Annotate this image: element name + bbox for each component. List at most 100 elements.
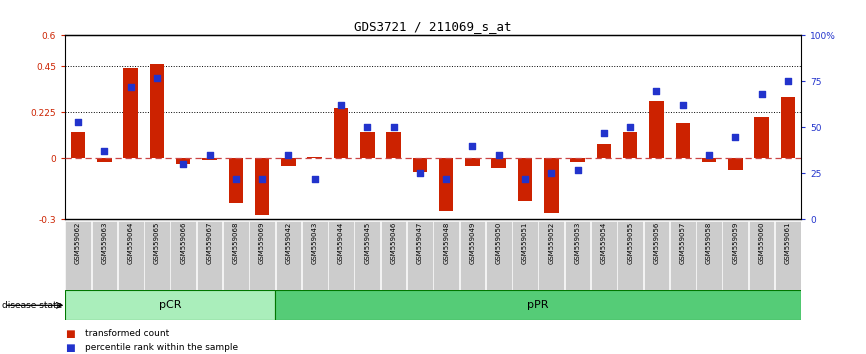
Bar xyxy=(223,221,249,290)
Point xyxy=(124,84,138,90)
Text: GSM559044: GSM559044 xyxy=(338,222,344,264)
Bar xyxy=(307,157,322,158)
Text: GSM559068: GSM559068 xyxy=(233,222,239,264)
Bar xyxy=(623,132,637,158)
Bar xyxy=(275,290,801,320)
Bar xyxy=(465,158,480,166)
Bar xyxy=(412,158,427,172)
Text: ■: ■ xyxy=(65,343,74,353)
Text: GSM559053: GSM559053 xyxy=(575,222,580,264)
Text: percentile rank within the sample: percentile rank within the sample xyxy=(85,343,238,352)
Bar xyxy=(591,221,617,290)
Bar xyxy=(722,221,748,290)
Text: pPR: pPR xyxy=(527,300,549,310)
Text: GSM559050: GSM559050 xyxy=(495,222,501,264)
Text: GSM559055: GSM559055 xyxy=(627,222,633,264)
Text: transformed count: transformed count xyxy=(85,329,169,338)
Bar xyxy=(144,221,170,290)
Bar xyxy=(203,158,216,160)
Point xyxy=(702,152,716,158)
Bar xyxy=(539,221,564,290)
Text: GSM559059: GSM559059 xyxy=(733,222,739,264)
Point xyxy=(281,152,295,158)
Point xyxy=(624,125,637,130)
Bar xyxy=(176,158,191,164)
Text: GSM559062: GSM559062 xyxy=(75,222,81,264)
Point xyxy=(545,171,559,176)
Text: GSM559042: GSM559042 xyxy=(286,222,291,264)
Point xyxy=(307,176,321,182)
Bar xyxy=(650,101,663,158)
Bar xyxy=(486,221,512,290)
Bar xyxy=(124,68,138,158)
Bar xyxy=(728,158,742,170)
Bar xyxy=(439,158,454,211)
Text: GSM559048: GSM559048 xyxy=(443,222,449,264)
Point xyxy=(229,176,242,182)
Text: GSM559063: GSM559063 xyxy=(101,222,107,264)
Bar xyxy=(670,221,695,290)
Text: GSM559057: GSM559057 xyxy=(680,222,686,264)
Text: GSM559060: GSM559060 xyxy=(759,222,765,264)
Text: GSM559056: GSM559056 xyxy=(654,222,659,264)
Text: GSM559043: GSM559043 xyxy=(312,222,318,264)
Bar xyxy=(597,144,611,158)
Bar xyxy=(171,221,196,290)
Bar xyxy=(749,221,774,290)
Point xyxy=(754,91,768,97)
Bar xyxy=(512,221,538,290)
Point xyxy=(675,103,689,108)
Text: disease state: disease state xyxy=(2,301,62,310)
Point xyxy=(597,130,611,136)
Text: GSM559047: GSM559047 xyxy=(417,222,423,264)
Bar xyxy=(407,221,433,290)
Point xyxy=(334,103,348,108)
Text: GSM559058: GSM559058 xyxy=(706,222,712,264)
Bar xyxy=(492,158,506,169)
Bar xyxy=(565,221,591,290)
Bar xyxy=(780,97,795,158)
Bar xyxy=(92,221,117,290)
Bar xyxy=(118,221,144,290)
Point xyxy=(71,119,85,125)
Point xyxy=(728,134,742,139)
Text: GSM559049: GSM559049 xyxy=(469,222,475,264)
Bar xyxy=(386,132,401,158)
Text: GSM559069: GSM559069 xyxy=(259,222,265,264)
Bar xyxy=(65,221,91,290)
Point xyxy=(413,171,427,176)
Point xyxy=(255,176,269,182)
Text: GSM559045: GSM559045 xyxy=(365,222,371,264)
Point xyxy=(466,143,480,149)
Point xyxy=(203,152,216,158)
Text: GSM559067: GSM559067 xyxy=(207,222,212,264)
Bar xyxy=(696,221,722,290)
Bar xyxy=(275,221,301,290)
Point xyxy=(439,176,453,182)
Text: GSM559061: GSM559061 xyxy=(785,222,791,264)
Bar xyxy=(281,158,295,166)
Bar xyxy=(65,290,275,320)
Text: GSM559051: GSM559051 xyxy=(522,222,528,264)
Bar xyxy=(150,64,165,158)
Bar xyxy=(643,221,669,290)
Text: GSM559065: GSM559065 xyxy=(154,222,160,264)
Bar xyxy=(354,221,380,290)
Bar xyxy=(302,221,327,290)
Bar xyxy=(775,221,801,290)
Text: pCR: pCR xyxy=(158,300,181,310)
Bar xyxy=(460,221,485,290)
Bar xyxy=(71,132,86,158)
Bar xyxy=(333,108,348,158)
Bar xyxy=(544,158,559,213)
Text: ■: ■ xyxy=(65,329,74,339)
Point xyxy=(650,88,663,93)
Point xyxy=(150,75,164,81)
Bar xyxy=(754,117,769,158)
Point xyxy=(492,152,506,158)
Bar xyxy=(360,132,374,158)
Bar xyxy=(197,221,223,290)
Text: GSM559066: GSM559066 xyxy=(180,222,186,264)
Bar xyxy=(675,123,690,158)
Point xyxy=(386,125,400,130)
